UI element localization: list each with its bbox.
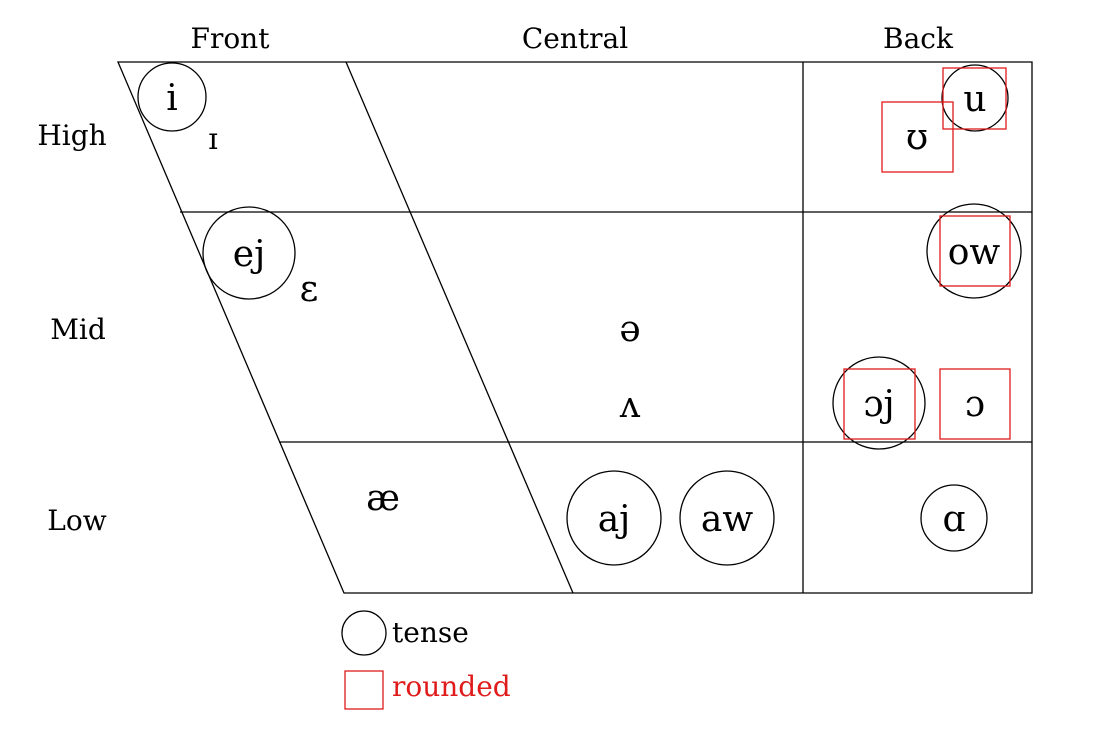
legend-rounded-label: rounded: [392, 670, 511, 703]
vowel-schwa: ə: [619, 309, 640, 350]
row-mid: Mid: [50, 313, 106, 346]
rounded-square-open-o: [939, 368, 1011, 440]
vowel-u: u: [963, 79, 986, 120]
tense-circle-u: [941, 64, 1009, 132]
column-central: Central: [522, 22, 628, 55]
vowel-upsilon: ʊ: [906, 117, 928, 158]
vowel-i: i: [166, 78, 178, 119]
tense-circle-i: [137, 62, 207, 132]
tense-circle-aw: [679, 470, 775, 566]
row-high: High: [37, 119, 106, 152]
vowel-ae: æ: [366, 478, 400, 519]
legend-rounded-square: [344, 670, 384, 710]
vowel-ow: ow: [948, 232, 1001, 273]
tense-circle-ow: [926, 203, 1022, 299]
vowel-ej: ej: [233, 234, 265, 275]
column-back: Back: [883, 22, 954, 55]
rounded-square-oj: [843, 368, 916, 440]
vowel-small-i: ɪ: [208, 122, 218, 157]
legend-tense-label: tense: [392, 616, 469, 649]
vowel-wedge: ʌ: [619, 385, 641, 426]
tense-circle-ej: [202, 206, 296, 300]
rounded-markers: [843, 67, 1011, 440]
front-central-divider: [345, 61, 574, 594]
chart-outline: [117, 61, 1033, 594]
vowel-open-o: ɔ: [965, 384, 985, 425]
vowel-script-a: ɑ: [942, 499, 965, 540]
tense-circle-oj: [832, 356, 926, 450]
legend: tense rounded: [341, 610, 511, 710]
chart-grid: [117, 61, 1033, 594]
vowel-epsilon: ɛ: [300, 269, 319, 310]
vowel-aj: aj: [598, 499, 631, 540]
legend-tense-circle: [341, 610, 387, 656]
column-headers: Front Central Back: [191, 22, 954, 55]
row-low: Low: [47, 504, 106, 537]
tense-markers: [137, 62, 1022, 566]
vowel-aw: aw: [701, 499, 753, 540]
row-headers: High Mid Low: [37, 119, 106, 537]
tense-circle-aj: [566, 470, 662, 566]
tense-circle-script-a: [920, 484, 988, 552]
rounded-square-u: [942, 67, 1007, 130]
vowel-oj: ɔj: [863, 384, 894, 425]
rounded-square-ow: [939, 215, 1011, 287]
rounded-square-upsilon: [881, 101, 954, 173]
column-front: Front: [191, 22, 271, 55]
vowel-symbols: i ɪ u ʊ ej ɛ ow ə ʌ ɔj ɔ æ aj aw ɑ: [166, 78, 1000, 540]
